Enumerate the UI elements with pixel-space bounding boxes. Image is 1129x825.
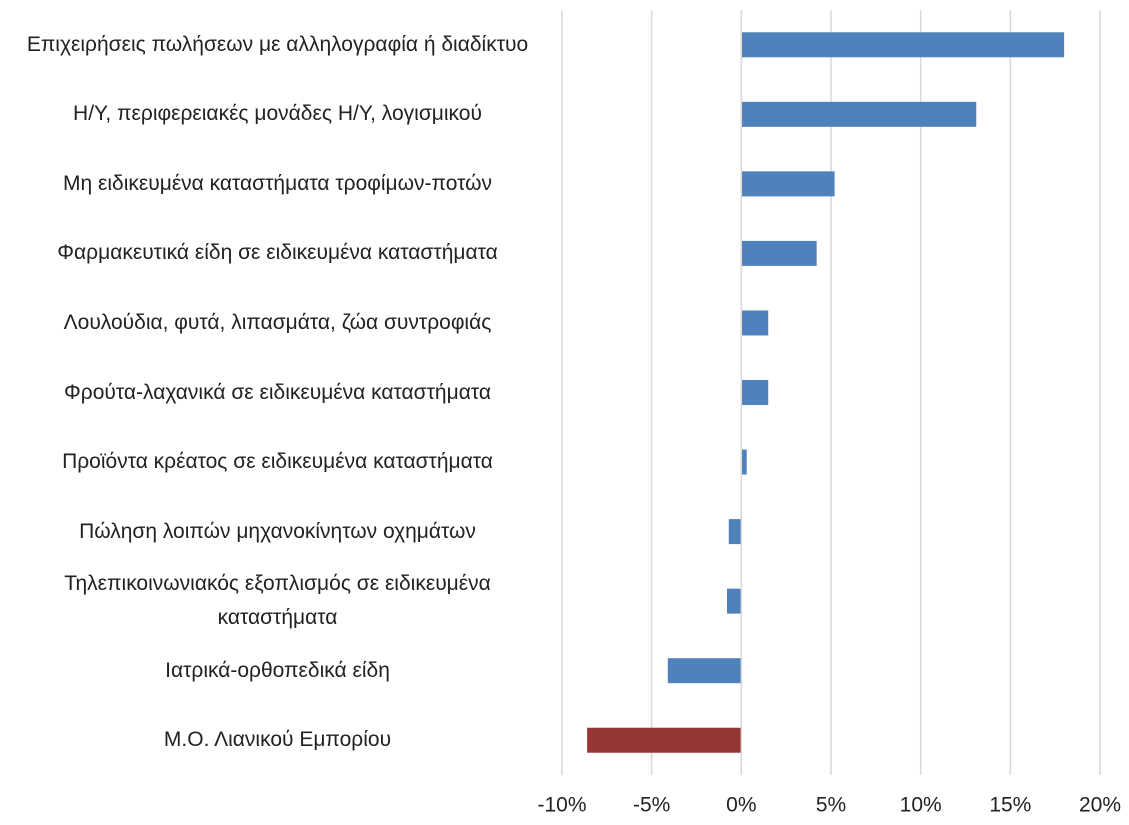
y-tick-label: Μ.Ο. Λιανικού Εμπορίου (163, 728, 392, 752)
y-tick-label: Πώληση λοιπών μηχανοκίνητων οχημάτων (79, 519, 476, 543)
x-tick-label: 20% (1079, 794, 1121, 817)
x-tick-label: 10% (900, 794, 942, 817)
bar (728, 519, 742, 545)
bar (587, 727, 742, 753)
bar (741, 449, 747, 475)
x-tick-label: 5% (816, 794, 846, 817)
bar (667, 658, 742, 684)
bar (726, 588, 742, 614)
y-tick-label: Τηλεπικοινωνιακός εξοπλισμός σε ειδικευμ… (64, 572, 491, 630)
y-tick-label: Προϊόντα κρέατος σε ειδικευμένα καταστήμ… (62, 450, 493, 474)
bar (741, 380, 769, 405)
y-tick-label: Η/Υ, περιφερειακές μονάδες Η/Υ, λογισμικ… (73, 102, 482, 126)
bar (741, 171, 835, 197)
y-tick-label: Φαρμακευτικά είδη σε ειδικευμένα καταστή… (57, 241, 498, 265)
y-tick-label: Ιατρικά-ορθοπεδικά είδη (165, 658, 390, 682)
bar (741, 240, 817, 266)
x-tick-label: -5% (633, 794, 670, 817)
y-tick-label: Φρούτα-λαχανικά σε ειδικευμένα καταστήμα… (64, 380, 491, 404)
y-tick-label: Μη ειδικευμένα καταστήματα τροφίμων-ποτώ… (62, 171, 492, 195)
bar (741, 101, 977, 127)
y-tick-label: Επιχειρήσεις πωλήσεων με αλληλογραφία ή … (26, 32, 529, 56)
bar (741, 32, 1065, 58)
y-tick-label: Λουλούδια, φυτά, λιπασμάτα, ζώα συντροφι… (63, 310, 492, 334)
x-tick-label: 15% (989, 794, 1031, 817)
x-tick-label: 0% (726, 794, 756, 817)
x-tick-label: -10% (537, 794, 586, 817)
bar (741, 310, 769, 336)
